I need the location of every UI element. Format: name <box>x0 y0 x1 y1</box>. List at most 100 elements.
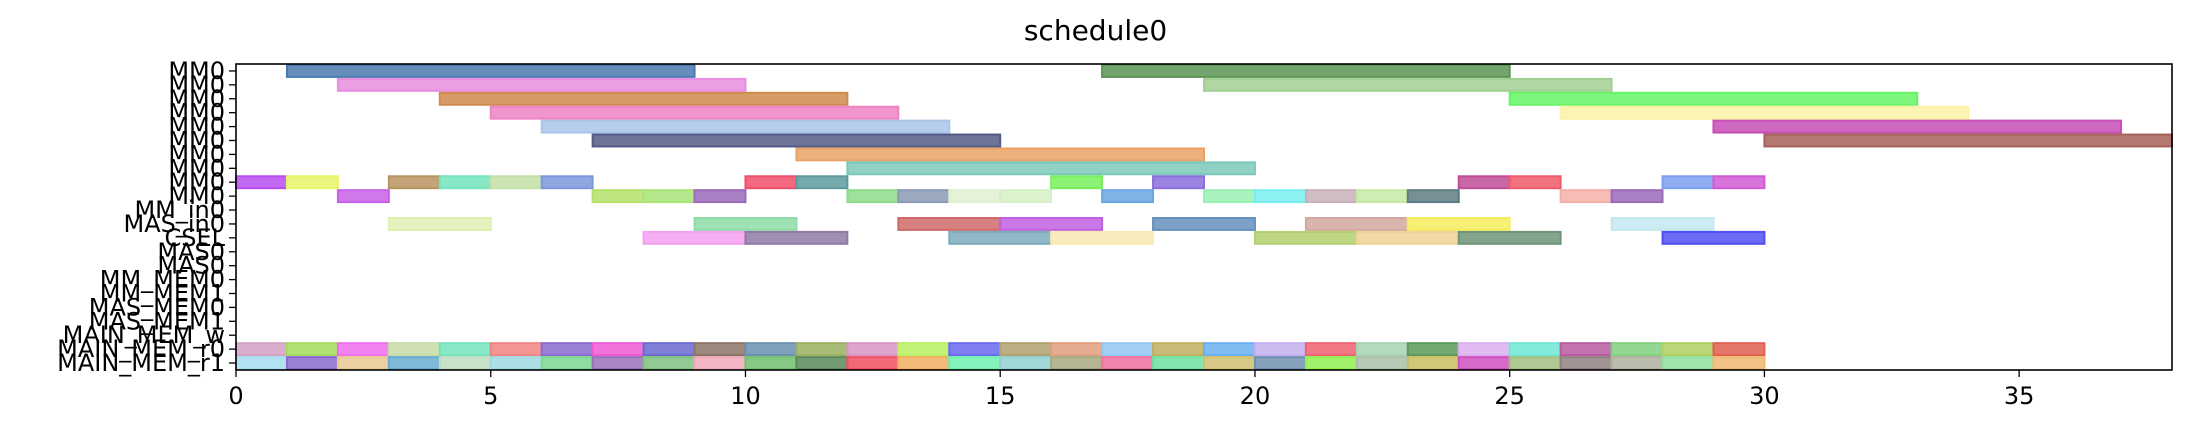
y-tick-label: CSEL <box>164 224 225 252</box>
task-bar <box>489 105 900 120</box>
task-bar <box>999 356 1053 371</box>
task-bar <box>1712 356 1766 371</box>
task-bar <box>693 356 747 371</box>
task-bar <box>1101 356 1155 371</box>
y-tick-label: MM0 <box>168 57 225 85</box>
task-bar <box>795 147 1206 162</box>
task-bar <box>285 356 339 371</box>
task-bar <box>897 217 1002 231</box>
y-tick-label: MM0 <box>168 99 225 127</box>
task-bar <box>999 217 1104 231</box>
y-tick-label: MAIN_MEM_r1 <box>57 349 225 377</box>
x-tick-label: 30 <box>1749 382 1780 410</box>
task-bar <box>336 356 390 371</box>
task-bar <box>336 77 747 92</box>
task-bar <box>1152 342 1205 357</box>
task-bar <box>489 356 543 371</box>
task-bar <box>693 189 747 204</box>
y-tick-label: MM0 <box>168 71 225 99</box>
y-tick-label: MM0 <box>168 113 225 141</box>
y-tick-label: MAIN_MEM_r0 <box>57 335 225 363</box>
task-bar <box>897 356 951 371</box>
task-bar <box>591 189 645 204</box>
task-bar <box>387 217 492 231</box>
task-bar <box>540 342 594 357</box>
task-bar <box>1457 175 1511 190</box>
task-bar <box>1304 342 1358 357</box>
task-bar <box>846 342 900 357</box>
x-tick-label: 20 <box>1240 382 1271 410</box>
task-bar <box>1610 356 1664 371</box>
task-bar <box>387 175 441 190</box>
task-bar <box>1406 217 1511 231</box>
task-bar <box>1763 133 2173 148</box>
task-bar <box>336 342 390 357</box>
task-bar <box>1355 189 1409 204</box>
task-bar <box>1253 189 1307 204</box>
task-bar <box>846 161 1256 176</box>
task-bar <box>1203 189 1256 204</box>
y-tick-label: MAS_MEM1 <box>89 307 225 335</box>
task-bar <box>744 175 798 190</box>
y-tick-label: MAIN_MEM_w <box>63 321 225 349</box>
task-bar <box>744 230 849 245</box>
task-bar <box>999 342 1053 357</box>
task-bar <box>642 342 696 357</box>
task-bar <box>897 342 951 357</box>
task-bar <box>235 356 288 371</box>
task-bar <box>1661 230 1766 245</box>
task-bar <box>948 189 1002 204</box>
task-bar <box>846 189 900 204</box>
task-bar <box>1355 230 1460 245</box>
task-bar <box>1559 189 1613 204</box>
task-bar <box>897 189 951 204</box>
y-tick-label: MM0 <box>168 127 225 155</box>
task-bar <box>642 189 696 204</box>
task-bar <box>1457 356 1511 371</box>
task-bar <box>693 342 747 357</box>
chart-title: schedule0 <box>1023 14 1168 47</box>
task-bar <box>948 342 1002 357</box>
task-bar <box>1712 342 1766 357</box>
task-bar <box>540 119 951 134</box>
x-tick-label: 15 <box>985 382 1016 410</box>
task-bar <box>1508 175 1562 190</box>
task-bar <box>1508 91 1919 106</box>
task-bar <box>1304 356 1358 371</box>
y-tick-label: MAS_in0 <box>123 210 225 238</box>
task-bar <box>1559 342 1613 357</box>
task-bar <box>1457 342 1511 357</box>
task-bar <box>948 356 1002 371</box>
task-bar <box>1050 230 1155 245</box>
x-tick-label: 0 <box>228 382 243 410</box>
task-bar <box>1304 189 1358 204</box>
task-bar <box>1152 175 1205 190</box>
x-tick-label: 10 <box>730 382 761 410</box>
task-bar <box>591 356 645 371</box>
task-bar <box>1406 189 1460 204</box>
task-bar <box>540 175 594 190</box>
task-bar <box>1101 189 1155 204</box>
y-tick-label: MM_MEM0 <box>100 266 225 294</box>
y-tick-label: MAS0 <box>157 252 225 280</box>
task-bar <box>438 91 849 106</box>
task-bar <box>1050 342 1104 357</box>
task-bar <box>1152 217 1256 231</box>
task-bar <box>285 64 696 78</box>
task-bar <box>1559 356 1613 371</box>
x-tick-label: 25 <box>1494 382 1525 410</box>
y-tick-labels: MM0MM0MM0MM0MM0MM0MM0MM0MM0MM0MM_in0MAS_… <box>57 57 236 377</box>
task-bar <box>489 342 543 357</box>
task-bar <box>795 342 849 357</box>
task-bar <box>1253 230 1358 245</box>
task-bar <box>591 133 1002 148</box>
task-bar <box>1610 189 1664 204</box>
plot-frame <box>235 63 2173 371</box>
task-bar <box>1661 356 1715 371</box>
task-bar <box>1253 356 1307 371</box>
task-bar <box>1152 356 1205 371</box>
task-bar <box>1508 342 1562 357</box>
bars-layer <box>235 64 2173 371</box>
task-bar <box>540 356 594 371</box>
